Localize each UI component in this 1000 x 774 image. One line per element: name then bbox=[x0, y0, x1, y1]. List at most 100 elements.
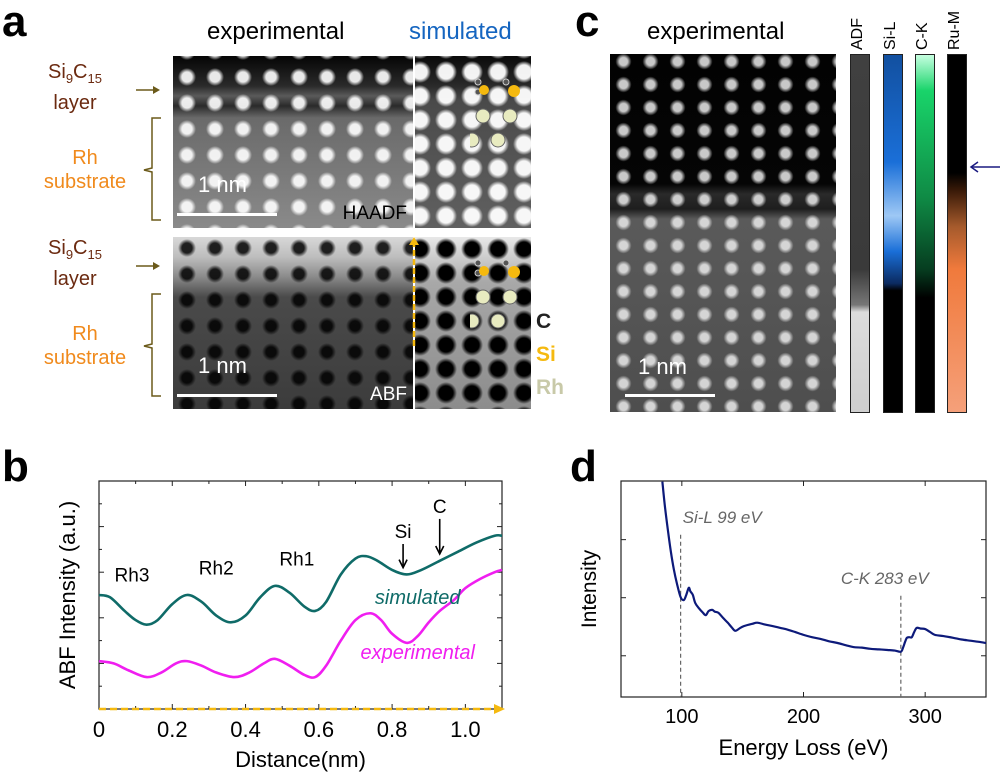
rhodium-atom bbox=[502, 108, 518, 124]
si-text: Si bbox=[48, 61, 66, 83]
c-text: C bbox=[73, 61, 88, 83]
annotation-rh2: Rh2 bbox=[199, 558, 234, 579]
edge-label: Si-L 99 eV bbox=[683, 508, 764, 527]
rh-substrate-label-top: Rh substrate bbox=[30, 146, 140, 194]
scale-bar-label: 1 nm bbox=[198, 353, 247, 378]
panel-d-letter: d bbox=[570, 442, 597, 491]
annotation-si: Si bbox=[395, 522, 412, 543]
line-profile-arrow-icon bbox=[409, 237, 419, 346]
adf-strip bbox=[850, 54, 870, 413]
interface-arrow-icon bbox=[969, 161, 1000, 173]
x-tick-label: 200 bbox=[787, 706, 820, 728]
rhodium-atom bbox=[502, 289, 518, 305]
profile-arrowhead-icon bbox=[494, 704, 505, 714]
x-axis-label: Energy Loss (eV) bbox=[719, 735, 889, 760]
x-tick-label: 0.4 bbox=[230, 717, 261, 742]
substrate-bracket-icon bbox=[143, 293, 161, 397]
series-line-eels bbox=[661, 481, 987, 653]
x-tick-label: 1.0 bbox=[450, 717, 481, 742]
y-axis-label: Intensity bbox=[578, 549, 601, 628]
legend-silicon: Si bbox=[536, 343, 556, 366]
silicon-atom bbox=[479, 266, 489, 276]
scale-bar bbox=[625, 394, 715, 397]
silicon-atom bbox=[479, 85, 489, 95]
x-axis-label: Distance(nm) bbox=[235, 747, 366, 772]
haadf-experimental-image: 1 nm HAADF bbox=[173, 56, 413, 228]
y-axis-label: ABF Intensity (a.u.) bbox=[55, 501, 80, 689]
annotation-marks-bottom bbox=[136, 262, 161, 397]
carbon-atom bbox=[502, 259, 510, 267]
annotation-experimental: experimental bbox=[360, 642, 475, 664]
si9c15-layer-label-bottom: Si9C15 layer bbox=[30, 236, 120, 291]
rh-text: Rh bbox=[72, 147, 98, 169]
c-k-strip bbox=[915, 54, 935, 413]
annotation-arrowhead-icon bbox=[398, 559, 408, 570]
x-tick-label: 100 bbox=[665, 706, 698, 728]
panel-c-letter: c bbox=[575, 0, 600, 46]
carbon-atom bbox=[474, 259, 482, 267]
adf-strip-label: ADF bbox=[849, 18, 866, 50]
haadf-label: HAADF bbox=[342, 203, 407, 224]
carbon-atom bbox=[474, 78, 482, 86]
x-tick-label: 0.2 bbox=[157, 717, 188, 742]
edge-label: C-K 283 eV bbox=[841, 569, 931, 588]
series-line-experimental bbox=[98, 568, 503, 679]
panel-c-haadf-image: 1 nm bbox=[610, 54, 836, 412]
sub-15: 15 bbox=[87, 247, 102, 262]
panel-a-header-experimental: experimental bbox=[207, 18, 345, 45]
x-tick-label: 300 bbox=[908, 706, 941, 728]
abf-label: ABF bbox=[370, 384, 407, 405]
si9c15-layer-label-top: Si9C15 layer bbox=[30, 60, 120, 115]
rhodium-atom bbox=[490, 313, 506, 329]
plot-frame bbox=[620, 480, 987, 698]
layer-word: layer bbox=[53, 92, 97, 114]
layer-arrow-icon bbox=[136, 262, 160, 270]
scale-bar bbox=[177, 213, 277, 216]
annotation-simulated: simulated bbox=[375, 587, 461, 609]
si-l-strip bbox=[883, 54, 903, 413]
panel-c-header: experimental bbox=[647, 18, 785, 45]
scale-bar-label: 1 nm bbox=[638, 354, 687, 379]
atom-model-top bbox=[470, 78, 520, 148]
rhodium-atom bbox=[490, 132, 506, 148]
rh-text: Rh bbox=[72, 323, 98, 345]
annotation-rh3: Rh3 bbox=[115, 565, 150, 586]
haadf-simulated-image bbox=[415, 56, 531, 228]
si-l-strip-label: Si-L bbox=[882, 21, 899, 50]
sub-9: 9 bbox=[65, 71, 74, 86]
substrate-text: substrate bbox=[43, 171, 127, 193]
abf-simulated-image bbox=[415, 237, 531, 409]
rhodium-atom bbox=[475, 289, 491, 305]
scale-bar bbox=[177, 394, 277, 397]
carbon-atom bbox=[502, 78, 510, 86]
annotation-rh1: Rh1 bbox=[279, 549, 314, 570]
legend-rhodium: Rh bbox=[536, 376, 564, 399]
panel-a-header-simulated: simulated bbox=[409, 18, 512, 45]
sub-9: 9 bbox=[65, 247, 74, 262]
chart-b: 0 0.2 0.4 0.6 0.8 1.0 Distance(nm) ABF Intensit… bbox=[55, 480, 505, 772]
annotation-c: C bbox=[433, 497, 447, 518]
silicon-atom bbox=[508, 266, 520, 278]
x-tick-label: 0.6 bbox=[304, 717, 335, 742]
x-tick-label: 0 bbox=[93, 717, 105, 742]
chart-d: 100 200 300 Energy Loss (eV) Intensity Si-L 9… bbox=[578, 480, 987, 760]
legend-carbon: C bbox=[536, 310, 552, 333]
abf-experimental-image: 1 nm ABF bbox=[173, 237, 413, 409]
substrate-text: substrate bbox=[43, 347, 127, 369]
scale-bar-label: 1 nm bbox=[198, 172, 247, 197]
element-legend: C Si Rh bbox=[536, 305, 564, 404]
x-tick-label: 0.8 bbox=[377, 717, 408, 742]
series-line-simulated bbox=[98, 533, 503, 626]
ru-m-strip bbox=[947, 54, 967, 413]
si-text: Si bbox=[48, 237, 66, 259]
annotation-arrowhead-icon bbox=[435, 545, 445, 556]
panel-a-letter: a bbox=[2, 0, 27, 46]
rhodium-atom bbox=[470, 313, 480, 329]
sub-15: 15 bbox=[87, 71, 102, 86]
rhodium-atom bbox=[470, 132, 480, 148]
substrate-bracket-icon bbox=[143, 117, 161, 221]
panel-b-letter: b bbox=[2, 442, 29, 491]
ru-m-strip-label: Ru-M bbox=[946, 10, 963, 50]
layer-word: layer bbox=[53, 268, 97, 290]
rhodium-atom bbox=[475, 108, 491, 124]
